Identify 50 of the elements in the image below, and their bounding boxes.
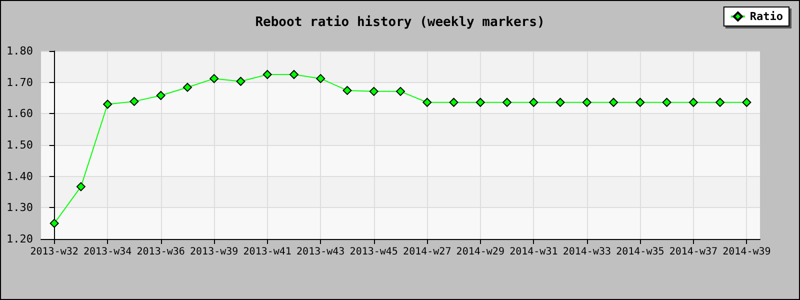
legend-label: Ratio bbox=[750, 10, 784, 23]
point bbox=[529, 98, 538, 107]
point bbox=[130, 96, 139, 106]
point bbox=[76, 182, 86, 192]
point bbox=[688, 98, 698, 107]
x-tick-label: 2013-w45 bbox=[350, 246, 398, 258]
point bbox=[342, 86, 352, 95]
point bbox=[582, 98, 592, 107]
point bbox=[636, 98, 645, 107]
y-tick-label: 1.40 bbox=[6, 170, 33, 183]
x-tick-label: 2014-w33 bbox=[562, 246, 611, 258]
point bbox=[716, 98, 725, 107]
point bbox=[476, 98, 485, 107]
y-tick-label: 1.80 bbox=[6, 44, 33, 58]
y-tick-label: 1.20 bbox=[6, 232, 33, 246]
chart-title: Reboot ratio history (weekly markers) bbox=[255, 15, 545, 30]
point bbox=[742, 98, 752, 107]
point bbox=[449, 98, 458, 107]
point bbox=[50, 218, 59, 228]
x-tick-label: 2013-w34 bbox=[83, 246, 132, 258]
x-tick-label: 2014-w37 bbox=[669, 246, 718, 258]
point bbox=[236, 76, 246, 86]
x-tick-label: 2014-w29 bbox=[456, 246, 504, 258]
x-tick-label: 2014-w27 bbox=[403, 246, 452, 258]
x-tick-label: 2014-w31 bbox=[510, 246, 558, 258]
x-tick-label: 2013-w36 bbox=[136, 246, 185, 258]
point bbox=[396, 86, 405, 96]
point bbox=[316, 74, 326, 84]
point bbox=[210, 74, 219, 84]
x-tick-label: 2014-w39 bbox=[722, 246, 771, 258]
y-tick-label: 1.30 bbox=[6, 201, 33, 214]
point bbox=[609, 98, 618, 107]
x-tick-label: 2013-w43 bbox=[296, 246, 345, 258]
point bbox=[289, 70, 298, 79]
x-tick-label: 2013-w32 bbox=[30, 246, 78, 258]
point bbox=[502, 98, 512, 107]
point bbox=[262, 70, 272, 79]
point bbox=[422, 98, 432, 107]
x-tick-label: 2014-w35 bbox=[616, 246, 664, 258]
point bbox=[369, 86, 378, 96]
point bbox=[662, 98, 672, 107]
y-tick-label: 1.60 bbox=[6, 107, 33, 120]
point bbox=[103, 100, 112, 109]
x-tick-label: 2013-w39 bbox=[190, 246, 238, 258]
y-tick-label: 1.50 bbox=[6, 138, 33, 152]
x-tick-label: 2013-w41 bbox=[243, 246, 292, 258]
y-tick-label: 1.70 bbox=[6, 76, 33, 89]
point bbox=[156, 90, 166, 100]
point bbox=[182, 82, 192, 92]
point bbox=[556, 98, 565, 107]
